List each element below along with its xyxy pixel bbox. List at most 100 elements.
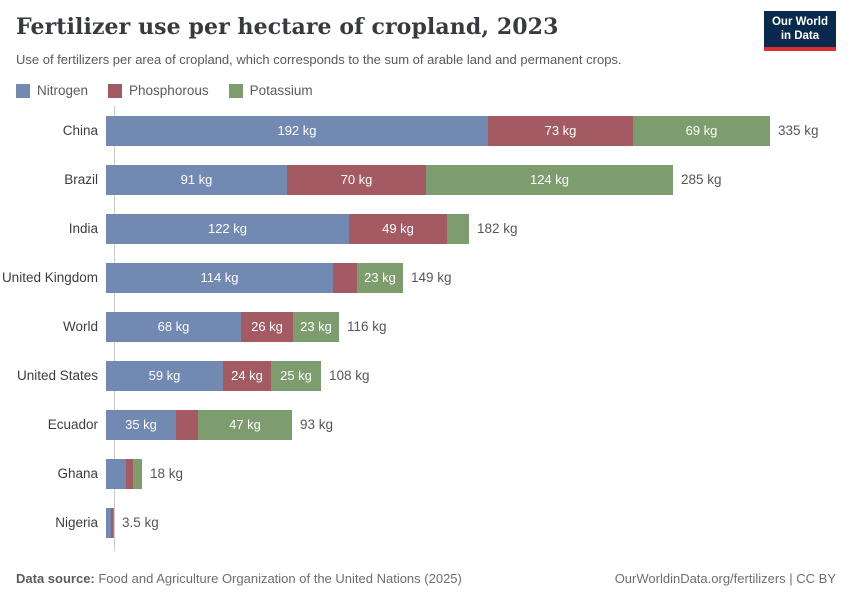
- country-label: United States: [16, 368, 98, 383]
- segment-value-label: 23 kg: [364, 270, 396, 285]
- total-value-label: 335 kg: [778, 123, 819, 138]
- legend-item-phosphorous[interactable]: Phosphorous: [108, 83, 209, 98]
- bar-track: 35 kg 47 kg: [106, 409, 292, 440]
- data-source: Data source: Food and Agriculture Organi…: [16, 571, 462, 586]
- bar-segment-phosphorous[interactable]: 26 kg: [241, 311, 293, 342]
- total-value-label: 93 kg: [300, 417, 334, 432]
- bar-segment-phosphorous[interactable]: 24 kg: [223, 360, 271, 391]
- bar-segment-potassium[interactable]: 69 kg: [633, 115, 770, 146]
- bar-track: 91 kg 70 kg 124 kg: [106, 164, 673, 195]
- owid-logo-line1: Our World: [771, 16, 828, 28]
- bar-segment-nitrogen[interactable]: [106, 507, 111, 538]
- country-label: China: [62, 123, 98, 138]
- segment-value-label: 114 kg: [200, 270, 239, 285]
- chart-row: Ghana 18 kg: [0, 449, 850, 498]
- bar-segment-potassium[interactable]: 23 kg: [357, 262, 403, 293]
- chart-row: United Kingdom 114 kg 23 kg 149 kg: [0, 253, 850, 302]
- chart-row: United States 59 kg 24 kg 25 kg 108 kg: [0, 351, 850, 400]
- owid-logo-line2: in Data: [780, 30, 820, 43]
- bar-segment-nitrogen[interactable]: 68 kg: [106, 311, 241, 342]
- bar-segment-potassium[interactable]: [113, 507, 114, 538]
- country-label: India: [68, 221, 98, 236]
- bar-segment-nitrogen[interactable]: [106, 458, 126, 489]
- bar-track: 59 kg 24 kg 25 kg: [106, 360, 321, 391]
- owid-logo[interactable]: Our World in Data: [763, 11, 836, 51]
- bar-segment-phosphorous[interactable]: [126, 458, 133, 489]
- legend-label: Potassium: [249, 83, 313, 98]
- segment-value-label: 68 kg: [157, 319, 190, 334]
- bar-track: [106, 507, 114, 538]
- total-value-label: 108 kg: [329, 368, 370, 383]
- country-label: United Kingdom: [1, 270, 98, 285]
- bar-segment-phosphorous[interactable]: 73 kg: [488, 115, 633, 146]
- segment-value-label: 122 kg: [207, 221, 248, 236]
- chart-row: Brazil 91 kg 70 kg 124 kg 285 kg: [0, 155, 850, 204]
- bar-segment-phosphorous[interactable]: 49 kg: [349, 213, 447, 244]
- chart-row: India 122 kg 49 kg 182 kg: [0, 204, 850, 253]
- bar-segment-nitrogen[interactable]: 192 kg: [106, 115, 488, 146]
- bar-track: 192 kg 73 kg 69 kg: [106, 115, 770, 146]
- segment-value-label: 49 kg: [382, 221, 414, 236]
- chart-subtitle: Use of fertilizers per area of cropland,…: [16, 52, 622, 67]
- bar-track: 114 kg 23 kg: [106, 262, 403, 293]
- country-label: Ghana: [57, 466, 98, 481]
- chart-row: World 68 kg 26 kg 23 kg 116 kg: [0, 302, 850, 351]
- bar-segment-potassium[interactable]: 25 kg: [271, 360, 321, 391]
- bar-segment-phosphorous[interactable]: [333, 262, 357, 293]
- segment-value-label: 26 kg: [251, 319, 283, 334]
- bar-segment-potassium[interactable]: [447, 213, 469, 244]
- legend-swatch-icon: [228, 83, 243, 98]
- bar-track: 68 kg 26 kg 23 kg: [106, 311, 339, 342]
- total-value-label: 149 kg: [411, 270, 452, 285]
- segment-value-label: 23 kg: [300, 319, 332, 334]
- chart-row: Nigeria 3.5 kg: [0, 498, 850, 547]
- segment-value-label: 192 kg: [277, 123, 317, 138]
- chart-row: Ecuador 35 kg 47 kg 93 kg: [0, 400, 850, 449]
- page-title: Fertilizer use per hectare of cropland, …: [16, 14, 559, 40]
- legend-item-potassium[interactable]: Potassium: [228, 83, 313, 98]
- chart-footer: Data source: Food and Agriculture Organi…: [16, 571, 836, 586]
- bar-segment-nitrogen[interactable]: 91 kg: [106, 164, 287, 195]
- bar-segment-nitrogen[interactable]: 59 kg: [106, 360, 223, 391]
- bar-track: [106, 458, 142, 489]
- country-label: Nigeria: [55, 515, 98, 530]
- country-label: Brazil: [64, 172, 98, 187]
- bar-segment-potassium[interactable]: 124 kg: [426, 164, 673, 195]
- legend-label: Nitrogen: [37, 83, 89, 98]
- segment-value-label: 69 kg: [685, 123, 718, 138]
- credit-link[interactable]: OurWorldinData.org/fertilizers | CC BY: [614, 571, 836, 586]
- bar-segment-nitrogen[interactable]: 114 kg: [106, 262, 333, 293]
- bar-segment-potassium[interactable]: 23 kg: [293, 311, 339, 342]
- segment-value-label: 91 kg: [180, 172, 213, 187]
- bar-segment-nitrogen[interactable]: 35 kg: [106, 409, 176, 440]
- total-value-label: 3.5 kg: [122, 515, 159, 530]
- bar-segment-phosphorous[interactable]: 70 kg: [287, 164, 426, 195]
- plot-area: China 192 kg 73 kg 69 kg 335 kg Brazil 91 kg 70…: [0, 106, 850, 551]
- country-label: World: [62, 319, 98, 334]
- bar-segment-phosphorous[interactable]: [111, 507, 113, 538]
- bar-segment-phosphorous[interactable]: [176, 409, 198, 440]
- total-value-label: 285 kg: [681, 172, 722, 187]
- data-source-label: Data source:: [16, 571, 95, 586]
- segment-value-label: 124 kg: [529, 172, 570, 187]
- legend-swatch-icon: [108, 83, 123, 98]
- segment-value-label: 25 kg: [280, 368, 312, 383]
- segment-value-label: 70 kg: [340, 172, 373, 187]
- total-value-label: 18 kg: [150, 466, 184, 481]
- chart-row: China 192 kg 73 kg 69 kg 335 kg: [0, 106, 850, 155]
- legend-label: Phosphorous: [129, 83, 209, 98]
- bar-segment-nitrogen[interactable]: 122 kg: [106, 213, 349, 244]
- legend-item-nitrogen[interactable]: Nitrogen: [16, 83, 88, 98]
- segment-value-label: 59 kg: [148, 368, 181, 383]
- bar-track: 122 kg 49 kg: [106, 213, 469, 244]
- country-label: Ecuador: [47, 417, 98, 432]
- segment-value-label: 24 kg: [231, 368, 263, 383]
- legend-swatch-icon: [16, 83, 30, 98]
- segment-value-label: 35 kg: [125, 417, 157, 432]
- segment-value-label: 47 kg: [229, 417, 261, 432]
- segment-value-label: 73 kg: [544, 123, 577, 138]
- bar-segment-potassium[interactable]: [133, 458, 142, 489]
- bar-segment-potassium[interactable]: 47 kg: [198, 409, 292, 440]
- total-value-label: 116 kg: [347, 319, 387, 334]
